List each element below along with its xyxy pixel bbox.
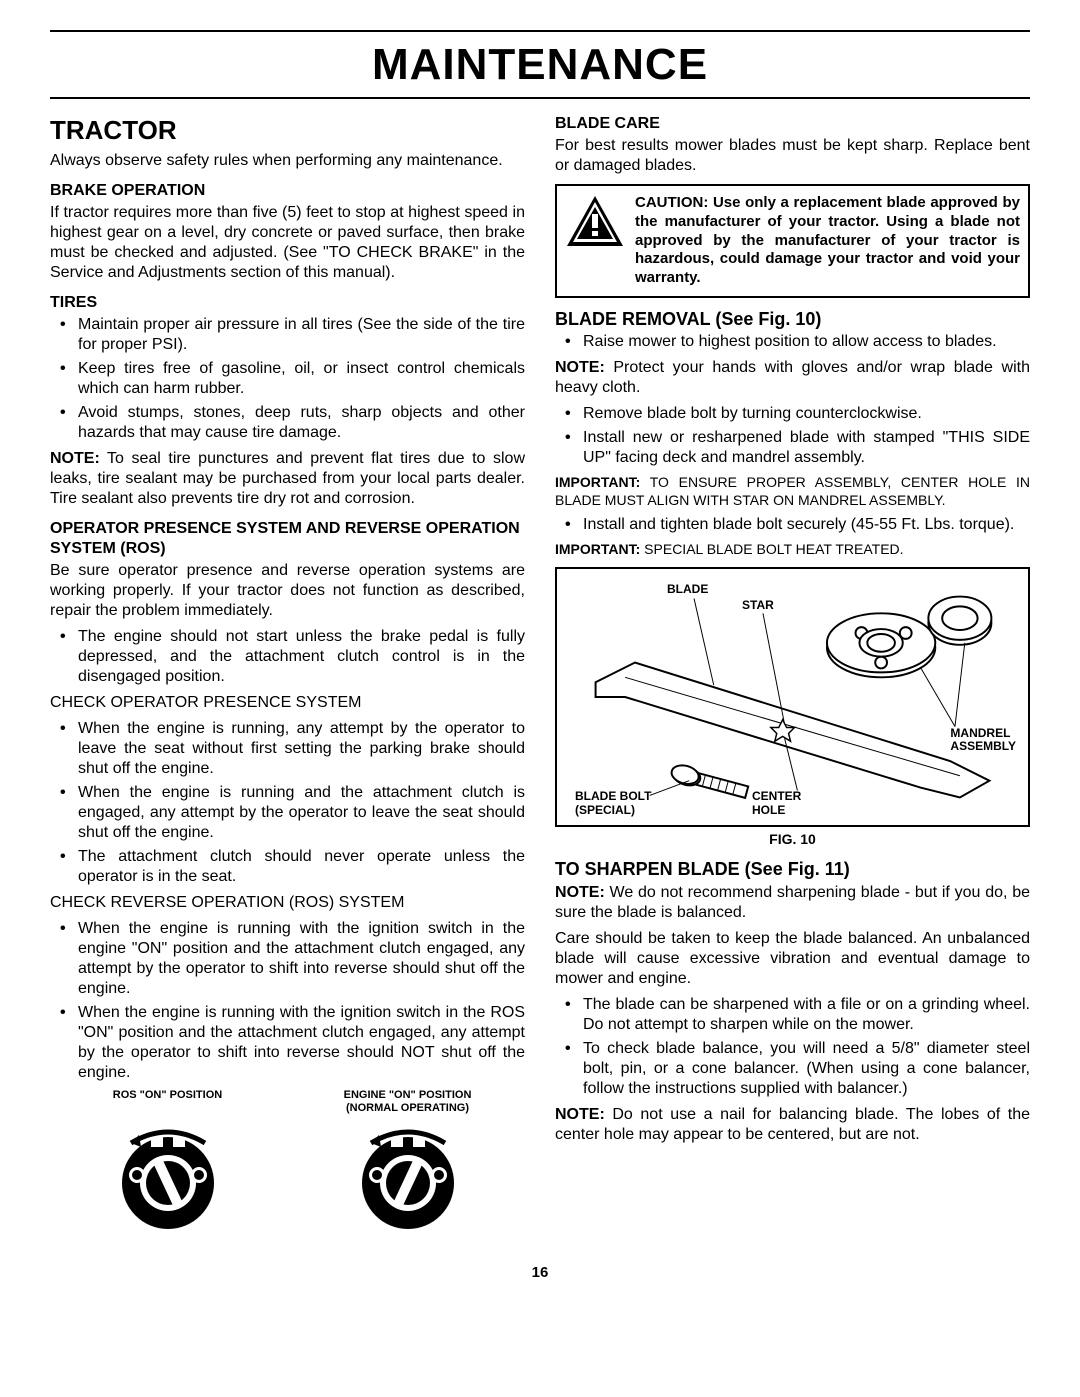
tires-heading: TIRES (50, 293, 525, 313)
list-item: The attachment clutch should never opera… (50, 847, 525, 887)
right-column: BLADE CARE For best results mower blades… (555, 114, 1030, 1239)
list-item: Install new or resharpened blade with st… (555, 428, 1030, 468)
engine-label-l2: (NORMAL OPERATING) (346, 1102, 469, 1114)
list-item: Maintain proper air pressure in all tire… (50, 315, 525, 355)
imp-prefix: IMPORTANT: (555, 541, 640, 557)
switch-diagram-row: ROS "ON" POSITION ENGINE "ON" POSITION (50, 1089, 525, 1239)
removal-list-1: Raise mower to highest position to allow… (555, 332, 1030, 352)
removal-imp2: IMPORTANT: SPECIAL BLADE BOLT HEAT TREAT… (555, 541, 1030, 559)
tires-note: NOTE: To seal tire punctures and prevent… (50, 449, 525, 509)
brake-heading: BRAKE OPERATION (50, 181, 525, 201)
list-item: When the engine is running, any attempt … (50, 719, 525, 779)
ros-switch-col: ROS "ON" POSITION (68, 1089, 268, 1239)
list-item: Keep tires free of gasoline, oil, or ins… (50, 359, 525, 399)
list-item: Raise mower to highest position to allow… (555, 332, 1030, 352)
blade-care-heading: BLADE CARE (555, 114, 1030, 134)
mandrel-l1: MANDREL (950, 726, 1010, 740)
sharpen-para: Care should be taken to keep the blade b… (555, 929, 1030, 989)
ops-list-1: The engine should not start unless the b… (50, 627, 525, 687)
list-item: Remove blade bolt by turning countercloc… (555, 404, 1030, 424)
top-rule (50, 30, 1030, 32)
list-item: The blade can be sharpened with a file o… (555, 995, 1030, 1035)
center-l1: CENTER (752, 789, 801, 803)
bottom-rule (50, 97, 1030, 99)
fig-label-bolt: BLADE BOLT (SPECIAL) (575, 790, 651, 816)
page-title: MAINTENANCE (50, 37, 1030, 92)
list-item: Install and tighten blade bolt securely … (555, 515, 1030, 535)
fig-label-center: CENTER HOLE (752, 790, 801, 816)
blade-care-text: For best results mower blades must be ke… (555, 136, 1030, 176)
fig-label-star: STAR (742, 599, 774, 612)
check1-heading: CHECK OPERATOR PRESENCE SYSTEM (50, 693, 525, 713)
note-prefix: NOTE: (555, 1106, 605, 1123)
bolt-l1: BLADE BOLT (575, 789, 651, 803)
page-number: 16 (50, 1264, 1030, 1283)
tires-list: Maintain proper air pressure in all tire… (50, 315, 525, 443)
ignition-switch-icon (113, 1123, 223, 1233)
list-item: To check blade balance, you will need a … (555, 1039, 1030, 1099)
fig10-caption: FIG. 10 (555, 831, 1030, 849)
removal-list-2: Remove blade bolt by turning countercloc… (555, 404, 1030, 468)
fig-label-mandrel: MANDREL ASSEMBLY (950, 727, 1016, 753)
center-l2: HOLE (752, 803, 785, 817)
caution-prefix: CAUTION: (635, 194, 713, 211)
sharpen-heading: TO SHARPEN BLADE (See Fig. 11) (555, 858, 1030, 881)
left-column: TRACTOR Always observe safety rules when… (50, 114, 525, 1239)
check2-heading: CHECK REVERSE OPERATION (ROS) SYSTEM (50, 893, 525, 913)
list-item: When the engine is running with the igni… (50, 1003, 525, 1083)
ops-list-3: When the engine is running with the igni… (50, 919, 525, 1083)
brake-text: If tractor requires more than five (5) f… (50, 203, 525, 283)
removal-note1: NOTE: Protect your hands with gloves and… (555, 358, 1030, 398)
note-prefix: NNOTE:OTE: (555, 884, 605, 901)
note-body: We do not recommend sharpening blade - b… (555, 884, 1030, 921)
imp-prefix: IMPORTANT: (555, 474, 640, 490)
fig-label-blade: BLADE (667, 583, 708, 596)
tractor-intro: Always observe safety rules when perform… (50, 151, 525, 171)
note-body: Protect your hands with gloves and/or wr… (555, 359, 1030, 396)
warning-icon (565, 194, 625, 249)
content-columns: TRACTOR Always observe safety rules when… (50, 114, 1030, 1239)
list-item: When the engine is running and the attac… (50, 783, 525, 843)
sharpen-list: The blade can be sharpened with a file o… (555, 995, 1030, 1099)
caution-text: CAUTION: Use only a replacement blade ap… (635, 194, 1020, 288)
caution-box: CAUTION: Use only a replacement blade ap… (555, 184, 1030, 298)
removal-imp1: IMPORTANT: TO ENSURE PROPER ASSEMBLY, CE… (555, 474, 1030, 509)
list-item: The engine should not start unless the b… (50, 627, 525, 687)
sharpen-note2: NOTE: Do not use a nail for balancing bl… (555, 1105, 1030, 1145)
bolt-l2: (SPECIAL) (575, 803, 635, 817)
list-item: Avoid stumps, stones, deep ruts, sharp o… (50, 403, 525, 443)
removal-heading: BLADE REMOVAL (See Fig. 10) (555, 308, 1030, 331)
mandrel-l2: ASSEMBLY (950, 739, 1016, 753)
tractor-heading: TRACTOR (50, 114, 525, 147)
ros-label: ROS "ON" POSITION (68, 1089, 268, 1117)
ops-intro: Be sure operator presence and reverse op… (50, 561, 525, 621)
imp-body: SPECIAL BLADE BOLT HEAT TREATED. (640, 541, 903, 557)
note-body: To seal tire punctures and prevent flat … (50, 450, 525, 507)
blade-assembly-diagram (557, 569, 1028, 825)
engine-label-l1: ENGINE "ON" POSITION (344, 1089, 472, 1101)
figure-10: BLADE STAR MANDREL ASSEMBLY BLADE BOLT (… (555, 567, 1030, 827)
removal-list-3: Install and tighten blade bolt securely … (555, 515, 1030, 535)
engine-switch-col: ENGINE "ON" POSITION (NORMAL OPERATING) (308, 1089, 508, 1239)
note-prefix: NOTE: (555, 359, 605, 376)
note-body: Do not use a nail for balancing blade. T… (555, 1106, 1030, 1143)
ops-heading: OPERATOR PRESENCE SYSTEM AND REVERSE OPE… (50, 519, 525, 559)
sharpen-note1: NNOTE:OTE: We do not recommend sharpenin… (555, 883, 1030, 923)
ops-list-2: When the engine is running, any attempt … (50, 719, 525, 887)
list-item: When the engine is running with the igni… (50, 919, 525, 999)
ignition-switch-icon (353, 1123, 463, 1233)
engine-label: ENGINE "ON" POSITION (NORMAL OPERATING) (308, 1089, 508, 1117)
note-prefix: NOTE: (50, 450, 100, 467)
